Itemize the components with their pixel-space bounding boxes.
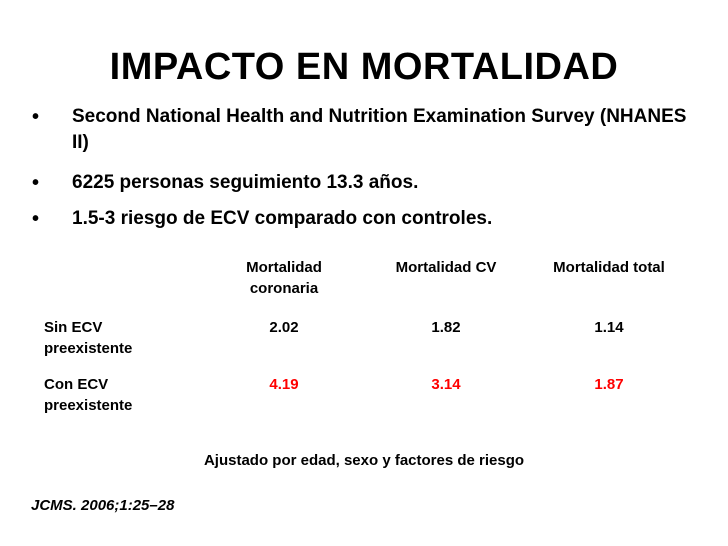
bullet-list: • Second National Health and Nutrition E…: [32, 104, 692, 232]
slide-title: IMPACTO EN MORTALIDAD: [109, 46, 619, 88]
bullet-dot-icon: •: [32, 106, 40, 128]
bullet-item: • Second National Health and Nutrition E…: [32, 104, 692, 156]
value-con-total: 1.87: [594, 376, 624, 393]
value-sin-total: 1.14: [594, 319, 624, 336]
column-header-cv: Mortalidad CV: [395, 259, 497, 276]
bullet-dot-icon: •: [32, 208, 40, 230]
bullet-item: • 1.5-3 riesgo de ECV comparado con cont…: [32, 206, 692, 232]
bullet-text: 6225 personas seguimiento 13.3 años.: [72, 172, 419, 193]
column-header-coronary: Mortalidad coronaria: [246, 259, 322, 297]
bullet-text: Second National Health and Nutrition Exa…: [72, 106, 687, 153]
column-header-total: Mortalidad total: [553, 259, 665, 276]
adjustment-note: Ajustado por edad, sexo y factores de ri…: [203, 452, 525, 469]
value-con-cv: 3.14: [431, 376, 461, 393]
citation: JCMS. 2006;1:25–28: [31, 497, 175, 514]
row-label-sin-ecv: Sin ECV preexistente: [44, 319, 133, 357]
bullet-item: • 6225 personas seguimiento 13.3 años.: [32, 170, 692, 196]
bullet-text: 1.5-3 riesgo de ECV comparado con contro…: [72, 208, 493, 229]
row-label-con-ecv: Con ECV preexistente: [44, 376, 133, 414]
value-sin-cv: 1.82: [431, 319, 461, 336]
bullet-dot-icon: •: [32, 172, 40, 194]
value-sin-coronary: 2.02: [269, 319, 299, 336]
value-con-coronary: 4.19: [269, 376, 299, 393]
